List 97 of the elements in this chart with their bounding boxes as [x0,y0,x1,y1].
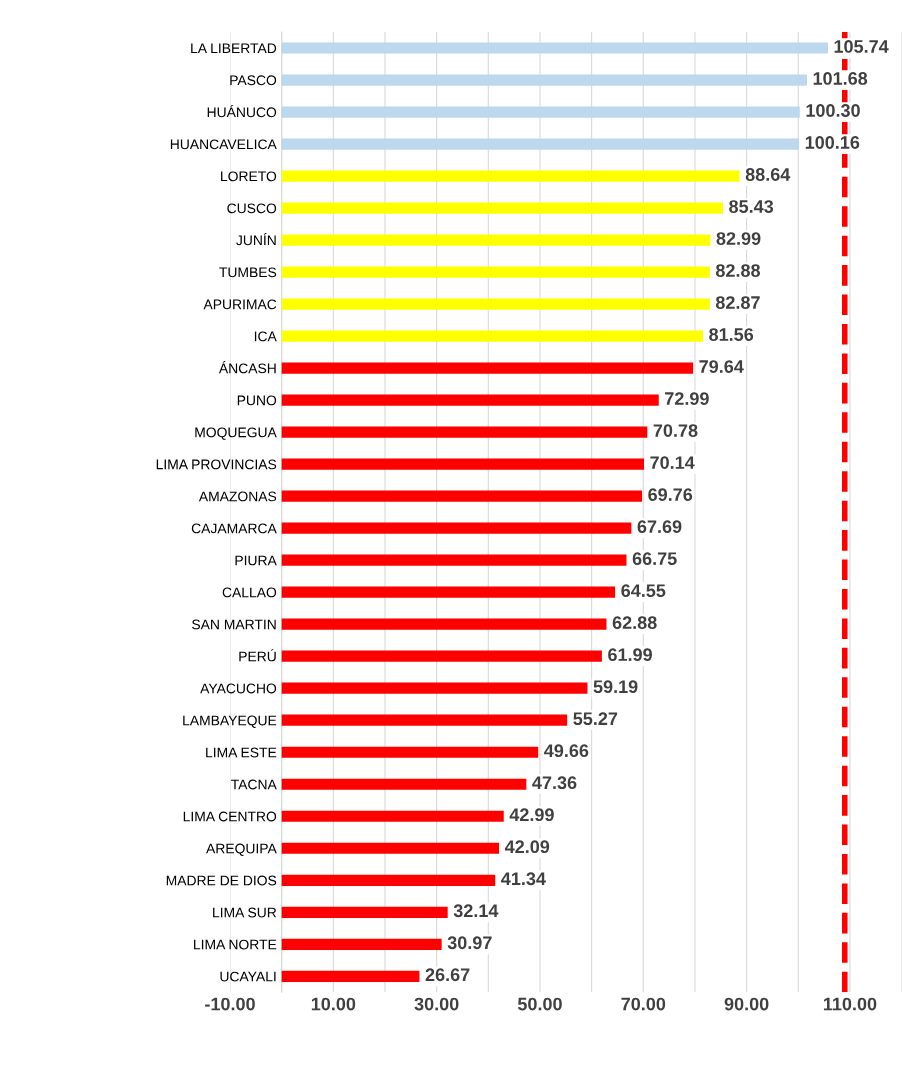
y-tick-label: PERÚ [239,649,276,662]
data-label: 62.88 [612,616,657,630]
bar [281,618,607,630]
data-label: 81.56 [709,328,754,341]
data-label: 105.74 [834,40,889,53]
y-tick-label: PASCO [230,75,277,86]
bar [281,138,800,150]
y-tick-label: PIURA [235,555,277,566]
y-tick-label: LAMBAYEQUE [183,715,277,728]
data-label: 42.99 [509,808,554,822]
bar [281,490,643,502]
data-label: 69.76 [648,488,693,501]
bar [281,714,568,726]
data-label: 67.69 [637,520,682,534]
y-tick-label: LORETO [221,171,277,182]
bar [281,650,602,662]
y-tick-label: MOQUEGUA [195,427,277,440]
bar [281,970,420,982]
y-tick-label: TUMBES [219,267,277,278]
data-label: 26.67 [425,968,470,982]
bar [281,778,527,790]
bar [281,298,710,310]
x-tick-label: -10.00 [205,997,255,1011]
y-tick-label: HUÁNUCO [207,105,277,118]
data-label: 41.34 [501,872,546,886]
bar [281,810,504,822]
bar [281,938,442,950]
data-label: 59.19 [593,680,638,694]
data-label: 47.36 [532,776,577,790]
y-tick-label: LIMA CENTRO [183,811,277,822]
bar [281,906,448,918]
data-label: 49.66 [544,744,589,758]
bar [281,266,710,278]
bar [281,202,724,214]
bar [281,330,704,342]
data-label: 82.99 [716,232,761,245]
data-label: 72.99 [665,392,709,405]
bar [281,74,807,86]
y-tick-label: LIMA NORTE [194,939,277,950]
y-tick-label: ÁNCASH [218,361,276,374]
bar [281,874,496,886]
data-label: 79.64 [699,360,744,373]
data-label: 82.87 [715,296,760,309]
x-tick-label: 90.00 [724,997,769,1011]
y-tick-label: AYACUCHO [200,683,277,694]
y-tick-label: PUNO [237,395,277,406]
data-label: 85.43 [729,200,774,213]
bar [281,394,659,406]
x-tick-label: 50.00 [517,997,562,1011]
data-label: 30.97 [447,936,492,950]
bar [281,522,632,534]
y-tick-label: HUANCAVELICA [170,139,277,150]
x-tick-label: 30.00 [414,997,459,1011]
y-tick-label: CUSCO [227,203,277,214]
x-tick-label: 110.00 [823,997,877,1011]
data-label: 42.09 [504,840,550,854]
bar [281,426,648,438]
bar [281,554,627,566]
y-tick-label: AREQUIPA [206,843,277,856]
bar [281,746,539,758]
data-label: 66.75 [632,552,677,566]
data-label: 70.14 [650,456,695,469]
data-label: 100.16 [805,136,860,149]
x-tick-label: 70.00 [621,997,666,1011]
y-tick-label: LIMA PROVINCIAS [156,459,277,470]
y-tick-label: ICA [254,331,277,342]
data-label: 32.14 [453,904,499,918]
y-tick-label: AMAZONAS [198,491,277,502]
bar [281,170,740,182]
data-label: 82.88 [715,264,761,277]
y-tick-label: LA LIBERTAD [191,43,277,54]
data-label: 70.78 [653,424,698,437]
y-tick-label: APURIMAC [203,299,277,310]
y-tick-label: LIMA SUR [213,907,277,918]
y-tick-label: CAJAMARCA [191,523,277,534]
data-label: 55.27 [573,712,618,726]
data-label: 100.30 [806,104,860,117]
data-label: 64.55 [621,584,666,598]
data-label: 101.68 [813,72,868,85]
data-label: 61.99 [608,648,652,662]
y-tick-label: TACNA [231,779,277,790]
y-tick-label: LIMA ESTE [206,747,277,758]
y-tick-label: UCAYALI [220,971,276,982]
bar [281,42,828,54]
bar [281,458,645,470]
y-tick-label: CALLAO [222,587,277,598]
x-tick-label: 10.00 [311,997,356,1011]
bar [281,842,500,854]
y-tick-label: SAN MARTIN [192,619,276,630]
bar [281,234,711,246]
bar [281,682,588,694]
y-tick-label: MADRE DE DIOS [166,875,277,886]
bar [281,106,800,118]
bar [281,586,616,598]
data-label: 88.64 [745,168,791,181]
y-tick-label: JUNÍN [236,233,276,246]
bar [281,362,694,374]
